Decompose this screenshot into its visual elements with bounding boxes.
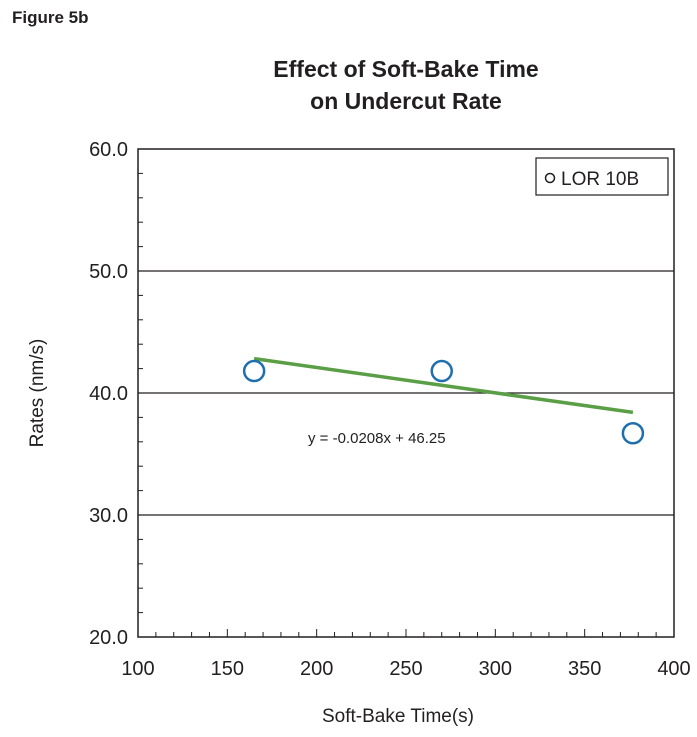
data-point bbox=[430, 359, 453, 383]
y-tick-label: 50.0 bbox=[89, 261, 128, 283]
x-tick-label: 250 bbox=[389, 658, 422, 680]
x-axis-label: Soft-Bake Time(s) bbox=[321, 706, 475, 727]
y-tick-label: 30.0 bbox=[89, 505, 128, 527]
legend-box bbox=[535, 157, 669, 196]
trendline-equation: y = -0.0208x + 46.25 bbox=[308, 430, 446, 447]
legend-label: LOR 10B bbox=[561, 169, 639, 190]
data-point bbox=[242, 359, 266, 383]
y-tick-label: 20.0 bbox=[89, 627, 128, 649]
data-points bbox=[242, 359, 645, 445]
chart-title: Effect of Soft-Bake Time bbox=[273, 56, 539, 82]
grid-lines bbox=[138, 270, 674, 516]
y-tick-label: 40.0 bbox=[89, 383, 128, 405]
x-tick-label: 300 bbox=[479, 658, 512, 680]
x-tick-label: 100 bbox=[121, 658, 154, 680]
data-point bbox=[621, 422, 645, 445]
trendline bbox=[253, 356, 634, 415]
x-tick-label: 200 bbox=[300, 658, 333, 680]
legend: LOR 10B bbox=[535, 157, 669, 196]
x-tick-labels: 100 150 200 250 300 350 400 bbox=[121, 658, 690, 680]
x-tick-label: 350 bbox=[568, 658, 601, 680]
chart-subtitle: on Undercut Rate bbox=[310, 88, 502, 114]
x-tick-label: 150 bbox=[211, 658, 244, 680]
y-axis-label: Rates (nm/s) bbox=[27, 338, 48, 448]
legend-marker bbox=[544, 172, 556, 184]
plot-frame bbox=[137, 148, 675, 638]
y-tick-labels: 20.0 30.0 40.0 50.0 60.0 bbox=[89, 139, 128, 649]
x-tick-label: 400 bbox=[657, 658, 690, 680]
y-tick-label: 60.0 bbox=[89, 139, 128, 161]
figure-label: Figure 5b bbox=[12, 8, 89, 27]
